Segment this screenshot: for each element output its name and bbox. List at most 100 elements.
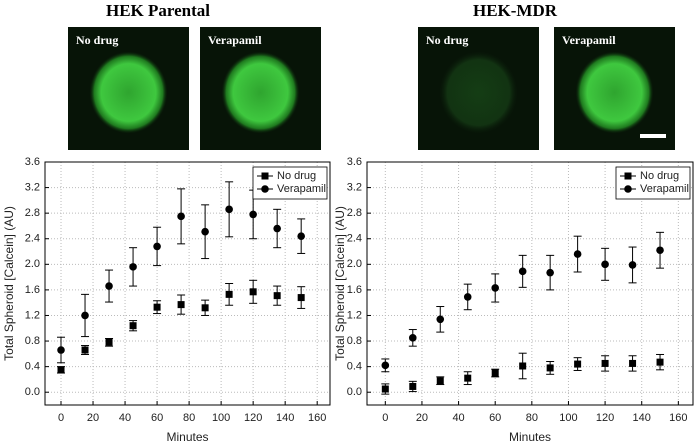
marker	[491, 284, 500, 292]
y-tick-label: 0.8	[347, 335, 362, 347]
image-label: No drug	[76, 33, 118, 47]
x-tick-label: 80	[183, 412, 195, 424]
x-tick-label: 60	[151, 412, 163, 424]
marker	[491, 369, 499, 377]
chart-title: HEK-MDR	[473, 1, 558, 20]
x-tick-label: 40	[119, 412, 131, 424]
spheroid	[575, 51, 654, 134]
spheroid	[89, 51, 168, 134]
y-tick-label: 0.0	[25, 386, 40, 398]
x-tick-label: 20	[87, 412, 99, 424]
x-tick-label: 80	[526, 412, 538, 424]
legend-label: Verapamil	[277, 183, 326, 195]
y-axis-label: Total Spheroid [Calcein] (AU)	[2, 206, 16, 361]
x-tick-label: 140	[276, 412, 294, 424]
x-tick-label: 40	[452, 412, 464, 424]
marker	[629, 359, 637, 367]
marker	[57, 346, 65, 354]
x-tick-label: 160	[669, 412, 687, 424]
y-tick-label: 1.2	[347, 309, 362, 321]
marker	[519, 362, 527, 370]
legend-marker	[261, 185, 269, 193]
marker	[129, 263, 137, 271]
y-tick-label: 3.6	[347, 156, 362, 168]
marker	[409, 382, 417, 390]
marker	[249, 210, 257, 219]
x-tick-label: 0	[58, 412, 64, 424]
legend-box	[615, 166, 691, 200]
y-tick-label: 3.2	[25, 181, 40, 193]
plot-frame	[366, 161, 694, 406]
marker	[153, 242, 161, 251]
marker	[656, 358, 664, 366]
x-tick-label: 100	[212, 412, 230, 424]
legend-marker	[624, 172, 632, 180]
spheroid	[221, 51, 300, 134]
marker	[177, 212, 185, 221]
marker	[573, 250, 582, 258]
legend-label: Verapamil	[640, 183, 689, 195]
marker	[81, 311, 89, 320]
plot-frame	[44, 161, 331, 406]
marker	[408, 334, 417, 342]
marker	[464, 374, 472, 382]
marker	[546, 364, 554, 372]
y-tick-label: 3.2	[347, 181, 362, 193]
marker	[574, 360, 582, 368]
marker	[81, 346, 89, 354]
y-tick-label: 2.8	[25, 207, 40, 219]
x-tick-label: 120	[244, 412, 262, 424]
y-tick-label: 2.8	[347, 207, 362, 219]
x-tick-label: 20	[416, 412, 428, 424]
scale-bar	[640, 134, 666, 138]
y-tick-label: 1.6	[347, 284, 362, 296]
marker	[225, 290, 233, 298]
marker	[297, 232, 305, 240]
x-tick-label: 100	[559, 412, 577, 424]
marker	[601, 260, 609, 269]
y-tick-label: 2.0	[25, 258, 40, 270]
marker	[105, 282, 113, 290]
y-tick-label: 3.6	[25, 156, 40, 168]
y-axis-label: Total Spheroid [Calcein] (AU)	[333, 206, 347, 361]
x-tick-label: 140	[633, 412, 651, 424]
marker	[628, 261, 637, 269]
x-axis-label: Minutes	[509, 430, 551, 444]
legend-marker	[624, 185, 632, 193]
y-tick-label: 2.4	[347, 233, 362, 245]
marker	[463, 293, 472, 301]
image-label: Verapamil	[208, 33, 262, 47]
legend-label: No drug	[277, 170, 316, 182]
x-tick-label: 0	[382, 412, 388, 424]
chart-title: HEK Parental	[106, 1, 210, 20]
marker	[656, 246, 664, 255]
y-tick-label: 0.4	[347, 361, 362, 373]
marker	[177, 301, 185, 309]
y-tick-label: 1.6	[25, 284, 40, 296]
legend-box	[252, 166, 328, 200]
image-label: Verapamil	[562, 33, 616, 47]
y-tick-label: 2.0	[347, 258, 362, 270]
x-tick-label: 160	[308, 412, 326, 424]
marker	[601, 359, 609, 367]
marker	[546, 268, 554, 277]
marker	[518, 267, 527, 276]
marker	[201, 227, 209, 236]
marker	[57, 366, 65, 374]
marker	[105, 338, 113, 346]
y-tick-label: 1.2	[25, 309, 40, 321]
y-tick-label: 0.0	[347, 386, 362, 398]
marker	[436, 315, 445, 324]
marker	[436, 377, 444, 385]
marker	[273, 224, 281, 233]
marker	[249, 288, 257, 296]
marker	[381, 361, 390, 370]
image-label: No drug	[426, 33, 468, 47]
marker	[273, 292, 281, 300]
marker	[129, 322, 137, 330]
x-axis-label: Minutes	[166, 430, 208, 444]
y-tick-label: 0.8	[25, 335, 40, 347]
marker	[297, 294, 305, 302]
